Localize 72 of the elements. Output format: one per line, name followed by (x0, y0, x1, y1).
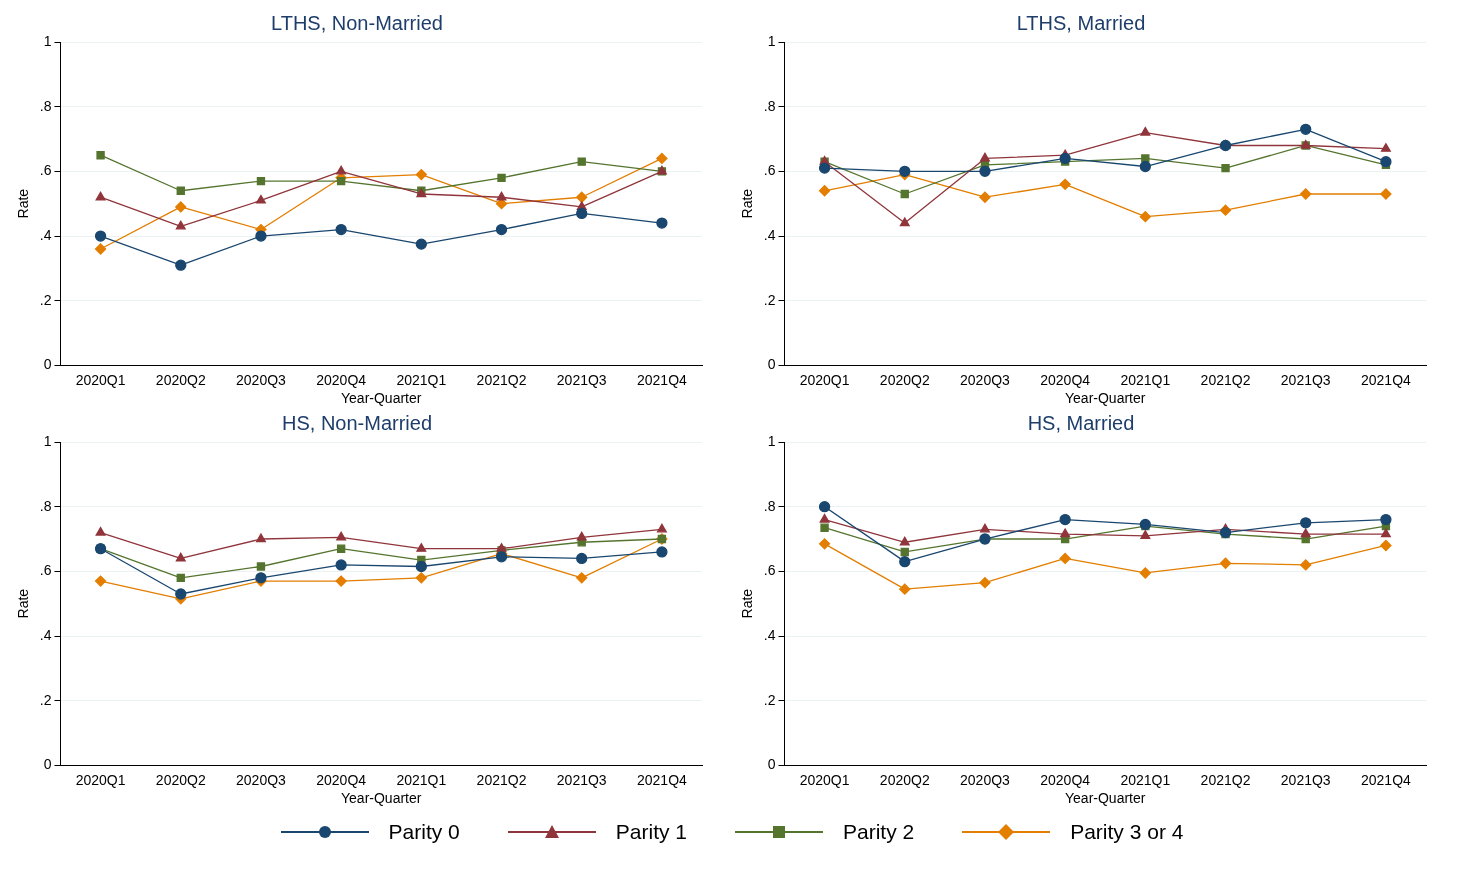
x-tick-label: 2021Q4 (636, 771, 688, 788)
x-tick-label: 2020Q1 (75, 371, 126, 388)
x-tick-label: 2021Q1 (1120, 771, 1171, 788)
y-tick-label: .8 (39, 497, 52, 514)
y-tick-label: .8 (39, 97, 52, 114)
x-tick-label: 2020Q3 (960, 771, 1011, 788)
legend-label: Parity 3 or 4 (1070, 820, 1184, 844)
y-axis-title: Rate (15, 188, 32, 219)
legend-label: Parity 2 (842, 820, 915, 844)
chart-title: LTHS, Non-Married (271, 11, 443, 34)
y-tick-label: .6 (763, 162, 776, 179)
chart-title: HS, Married (1027, 411, 1135, 434)
y-axis-title: Rate (15, 588, 32, 619)
y-tick-label: 1 (43, 432, 52, 449)
x-tick-label: 2021Q2 (476, 771, 527, 788)
y-tick-label: .6 (39, 162, 52, 179)
x-tick-label: 2020Q2 (879, 371, 930, 388)
legend-label: Parity 0 (388, 820, 460, 844)
x-tick-label: 2020Q2 (155, 371, 206, 388)
x-tick-label: 2020Q4 (316, 771, 367, 788)
x-tick-label: 2021Q3 (1280, 371, 1331, 388)
x-axis-title: Year-Quarter (341, 790, 422, 807)
x-tick-label: 2021Q2 (1200, 371, 1251, 388)
y-tick-label: .4 (763, 626, 776, 643)
y-tick-label: .2 (39, 291, 52, 308)
x-tick-label: 2021Q1 (396, 771, 447, 788)
x-tick-label: 2021Q1 (396, 371, 447, 388)
y-tick-label: .4 (763, 226, 776, 243)
x-tick-label: 2020Q1 (799, 771, 850, 788)
x-tick-label: 2020Q3 (236, 771, 287, 788)
x-tick-label: 2021Q3 (1280, 771, 1331, 788)
x-tick-label: 2020Q4 (1040, 371, 1091, 388)
x-tick-label: 2020Q3 (236, 371, 287, 388)
x-tick-label: 2020Q2 (879, 771, 930, 788)
y-tick-label: 0 (43, 756, 52, 773)
x-tick-label: 2020Q2 (155, 771, 206, 788)
y-tick-label: 1 (767, 32, 776, 49)
y-tick-label: .2 (763, 691, 776, 708)
x-tick-label: 2021Q4 (1360, 771, 1412, 788)
y-tick-label: .4 (39, 626, 52, 643)
y-tick-label: 1 (767, 432, 776, 449)
x-tick-label: 2020Q4 (316, 371, 367, 388)
x-axis-title: Year-Quarter (341, 390, 422, 407)
x-tick-label: 2020Q1 (75, 771, 126, 788)
x-tick-label: 2021Q2 (1200, 771, 1251, 788)
y-tick-label: .8 (763, 97, 776, 114)
y-tick-label: 0 (43, 356, 52, 373)
y-tick-label: .2 (39, 691, 52, 708)
y-tick-label: .6 (39, 562, 52, 579)
x-tick-label: 2021Q3 (556, 371, 607, 388)
x-tick-label: 2020Q3 (960, 371, 1011, 388)
x-tick-label: 2021Q4 (636, 371, 688, 388)
x-tick-label: 2021Q2 (476, 371, 527, 388)
x-tick-label: 2020Q1 (799, 371, 850, 388)
y-tick-label: .2 (763, 291, 776, 308)
y-tick-label: 0 (767, 756, 776, 773)
chart-title: LTHS, Married (1016, 11, 1146, 34)
y-tick-label: .4 (39, 226, 52, 243)
x-axis-title: Year-Quarter (1065, 390, 1146, 407)
legend-label: Parity 1 (615, 820, 687, 844)
chart-title: HS, Non-Married (281, 411, 433, 434)
x-tick-label: 2021Q1 (1120, 371, 1171, 388)
x-tick-label: 2020Q4 (1040, 771, 1091, 788)
x-axis-title: Year-Quarter (1065, 790, 1146, 807)
y-tick-label: .8 (763, 497, 776, 514)
y-axis-title: Rate (739, 588, 756, 619)
y-tick-label: 1 (43, 32, 52, 49)
y-axis-title: Rate (739, 188, 756, 219)
x-tick-label: 2021Q4 (1360, 371, 1412, 388)
y-tick-label: .6 (763, 562, 776, 579)
y-tick-label: 0 (767, 356, 776, 373)
x-tick-label: 2021Q3 (556, 771, 607, 788)
